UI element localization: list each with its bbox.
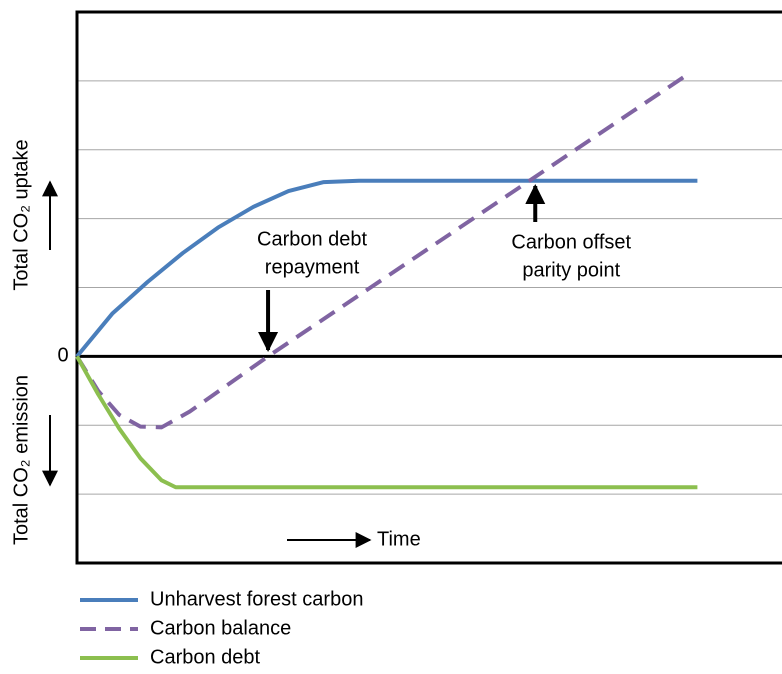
series-line <box>75 70 692 430</box>
series-line <box>75 178 698 358</box>
y-tick-label: 0 <box>57 345 68 367</box>
annotation-text: Carbon debt <box>257 228 368 250</box>
legend-label: Carbon debt <box>150 646 261 668</box>
y-label-top: Total CO₂ uptake <box>10 139 32 290</box>
annotation-text: Carbon offset <box>511 231 631 253</box>
x-label: Time <box>377 528 421 550</box>
annotation-text: parity point <box>522 259 620 281</box>
annotation-text: repayment <box>265 256 360 278</box>
y-label-bottom: Total CO₂ emission <box>10 375 32 545</box>
plot-border <box>75 10 782 565</box>
series-line <box>75 355 698 490</box>
legend-label: Unharvest forest carbon <box>150 588 363 610</box>
legend-label: Carbon balance <box>150 617 291 639</box>
